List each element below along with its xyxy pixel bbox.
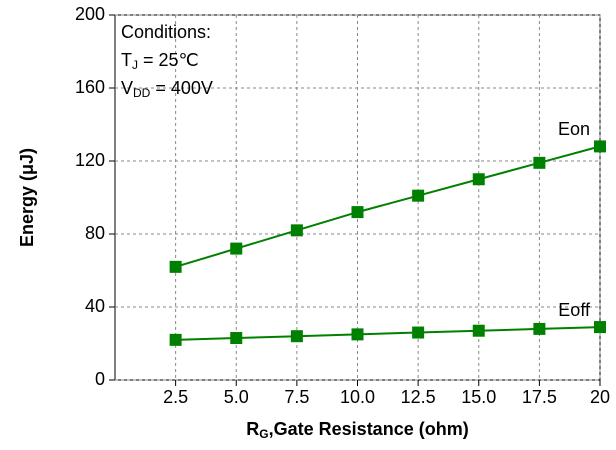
x-tick-label: 10.0 <box>340 387 375 407</box>
x-axis-label-sub: G <box>259 427 268 441</box>
condition: TJ = 25℃ <box>121 50 199 72</box>
marker <box>290 330 303 343</box>
marker <box>594 140 606 153</box>
marker <box>412 189 425 202</box>
x-tick-label: 2.5 <box>163 387 188 407</box>
condition-main: Conditions: <box>121 22 211 42</box>
y-tick-label: 40 <box>85 296 105 316</box>
marker <box>472 173 485 186</box>
series-line <box>175 145 601 268</box>
marker <box>472 324 485 337</box>
condition: Conditions: <box>121 22 211 42</box>
x-tick-label: 17.5 <box>522 387 557 407</box>
x-axis-label: RG,Gate Resistance (ohm) <box>246 419 468 441</box>
y-tick-label: 200 <box>75 4 105 24</box>
marker <box>169 333 182 346</box>
marker <box>412 326 425 339</box>
condition: VDD = 400V <box>121 78 213 100</box>
marker <box>351 206 364 219</box>
condition-main: V <box>121 78 133 98</box>
x-tick-label: 12.5 <box>401 387 436 407</box>
x-tick-label: 20 <box>590 387 610 407</box>
y-tick-label: 0 <box>95 369 105 389</box>
x-tick-label: 15.0 <box>461 387 496 407</box>
marker <box>169 260 182 273</box>
series-line <box>175 326 601 341</box>
condition-main: T <box>121 50 132 70</box>
y-tick-label: 120 <box>75 150 105 170</box>
marker <box>594 321 606 334</box>
marker <box>533 156 546 169</box>
marker <box>230 332 243 345</box>
y-tick-label: 80 <box>85 223 105 243</box>
series-label: Eon <box>558 119 590 139</box>
x-axis-label-main: R <box>246 419 259 439</box>
x-axis-label-rest: ,Gate Resistance (ohm) <box>269 419 469 439</box>
y-tick-label: 160 <box>75 77 105 97</box>
x-tick-label: 7.5 <box>284 387 309 407</box>
y-axis-label: Energy (μJ) <box>17 148 37 247</box>
condition-sub: DD <box>133 86 151 100</box>
condition-rest: = 25℃ <box>138 50 199 70</box>
series-label: Eoff <box>558 300 591 320</box>
condition-sub: J <box>132 58 138 72</box>
marker <box>351 328 364 341</box>
x-tick-label: 5.0 <box>224 387 249 407</box>
marker <box>533 322 546 335</box>
marker <box>290 224 303 237</box>
condition-rest: = 400V <box>150 78 213 98</box>
marker <box>230 242 243 255</box>
